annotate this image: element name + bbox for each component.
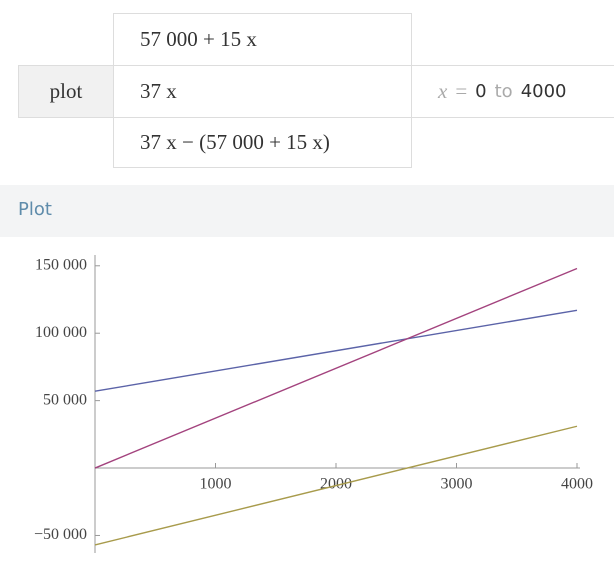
range: x = 0 to 4000 <box>411 65 614 118</box>
range-to: 4000 <box>520 81 567 102</box>
range-word: to <box>494 81 513 102</box>
function: 57 000 + 15 x <box>113 13 412 66</box>
section-header: Plot <box>0 185 614 237</box>
x-tick-label: 4000 <box>561 476 593 493</box>
x-tick-label: 3000 <box>441 476 473 493</box>
x-tick-label: 1000 <box>200 476 232 493</box>
input-label: plot <box>18 65 114 118</box>
range-relation: = <box>455 79 468 103</box>
line <box>94 425 578 546</box>
section-title: Plot <box>18 199 52 220</box>
y-tick-label: −50 000 <box>34 526 87 543</box>
y-tick-label: 50 000 <box>43 391 87 408</box>
function: 37 x <box>113 65 412 118</box>
range-variable: x <box>438 79 448 103</box>
line <box>94 309 578 392</box>
y-tick-label: 150 000 <box>35 256 87 273</box>
function: 37 x − (57 000 + 15 x) <box>113 117 412 168</box>
range-from: 0 <box>475 81 487 102</box>
line <box>94 267 578 469</box>
x-tick-label: 2000 <box>320 476 352 493</box>
y-tick-label: 100 000 <box>35 324 87 341</box>
chart: 1000 2000 3000 4000 −50 000 50 000 100 000 150 … <box>34 255 593 553</box>
